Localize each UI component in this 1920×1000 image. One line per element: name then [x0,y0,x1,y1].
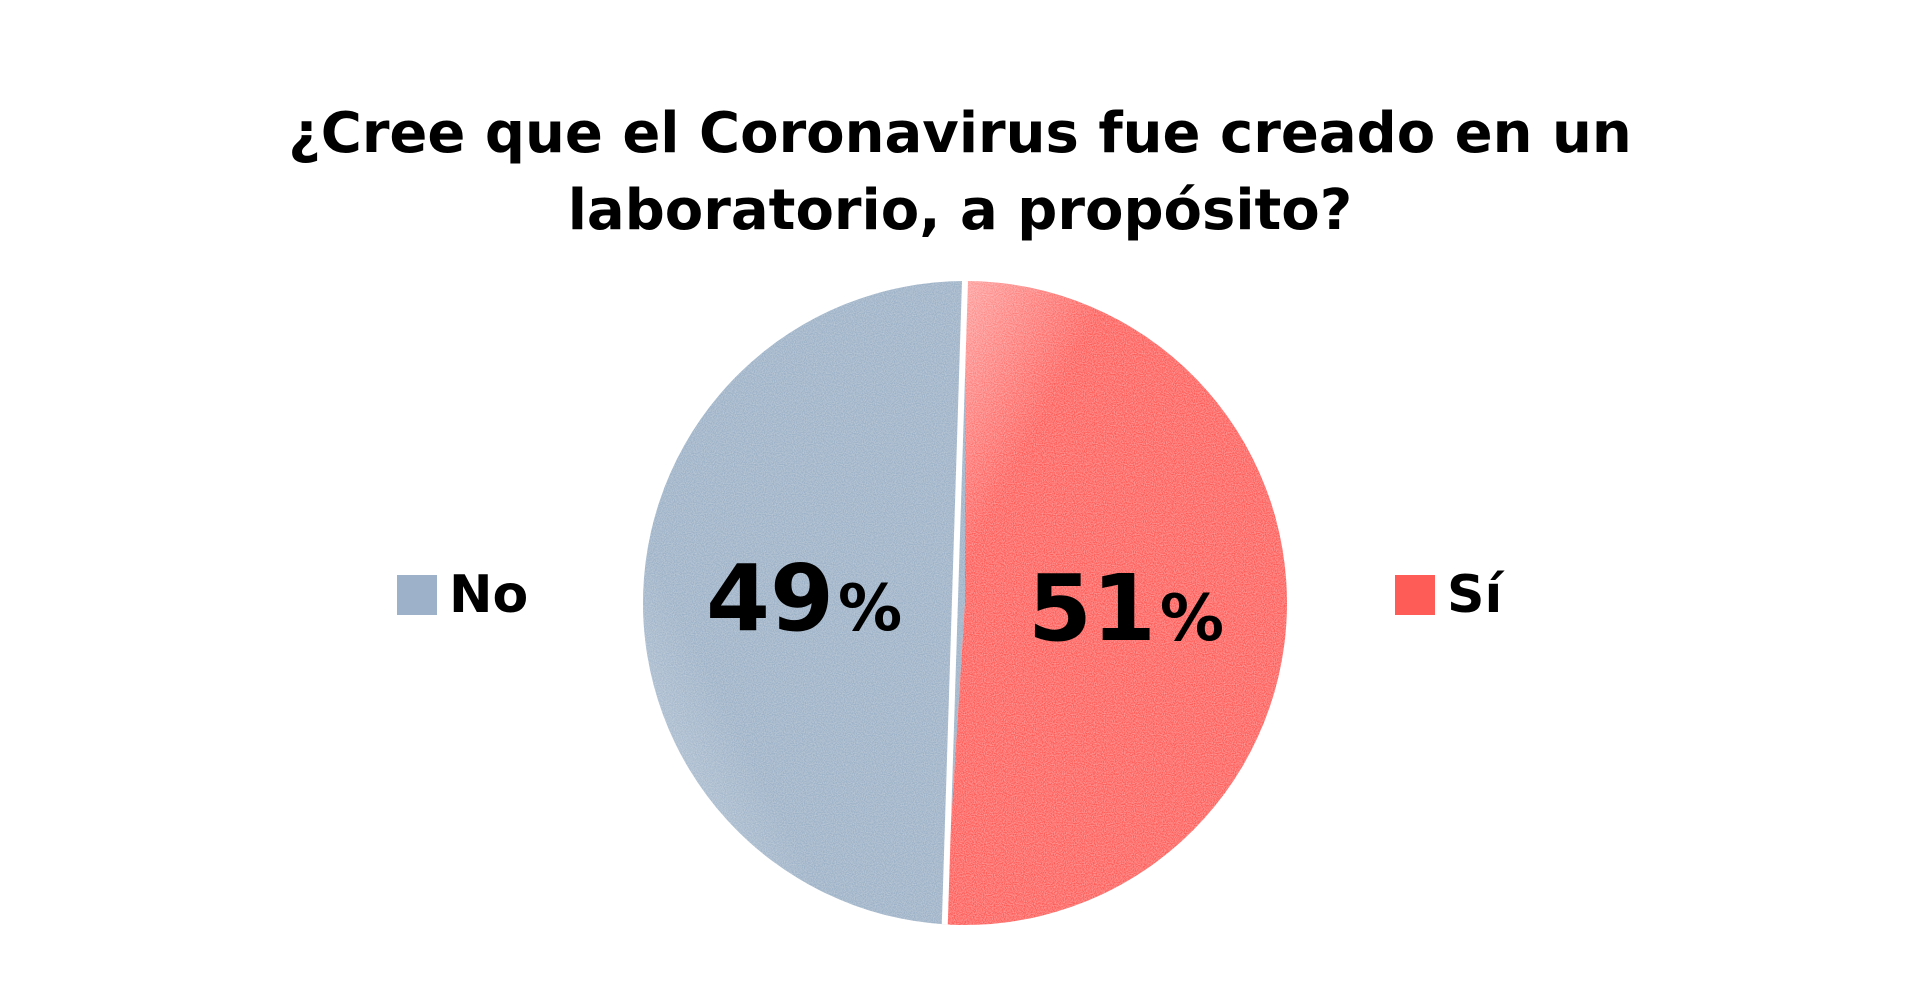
pie-slices [642,280,1287,925]
pie-slice-label-si: 51% [1028,555,1224,662]
chart-title: ¿Cree que el Coronavirus fue creado en u… [0,95,1920,250]
pie-slice-divider [941,280,968,925]
pie-slice-label-no: 49% [706,545,902,652]
legend-item-no: No [397,565,528,625]
legend-label-no: No [449,565,529,625]
legend-item-si: Sí [1395,565,1502,625]
chart-title-line-2: laboratorio, a propósito? [567,178,1353,244]
chart-title-line-1: ¿Cree que el Coronavirus fue creado en u… [288,101,1632,166]
pie-slice-value-si: 51 [1028,555,1156,662]
pie-slice-unit-no: % [838,572,902,646]
pie-slice-texture-si [944,281,1287,925]
pie-slice-unit-si: % [1160,582,1224,656]
legend-swatch-no [397,575,437,615]
pie-slice-value-no: 49 [706,545,834,652]
legend-label-si: Sí [1447,565,1503,625]
pie-slice-texture-no [642,281,965,925]
pie-slice-labels: 49% 51% [706,545,1224,662]
legend-swatch-si [1395,575,1435,615]
